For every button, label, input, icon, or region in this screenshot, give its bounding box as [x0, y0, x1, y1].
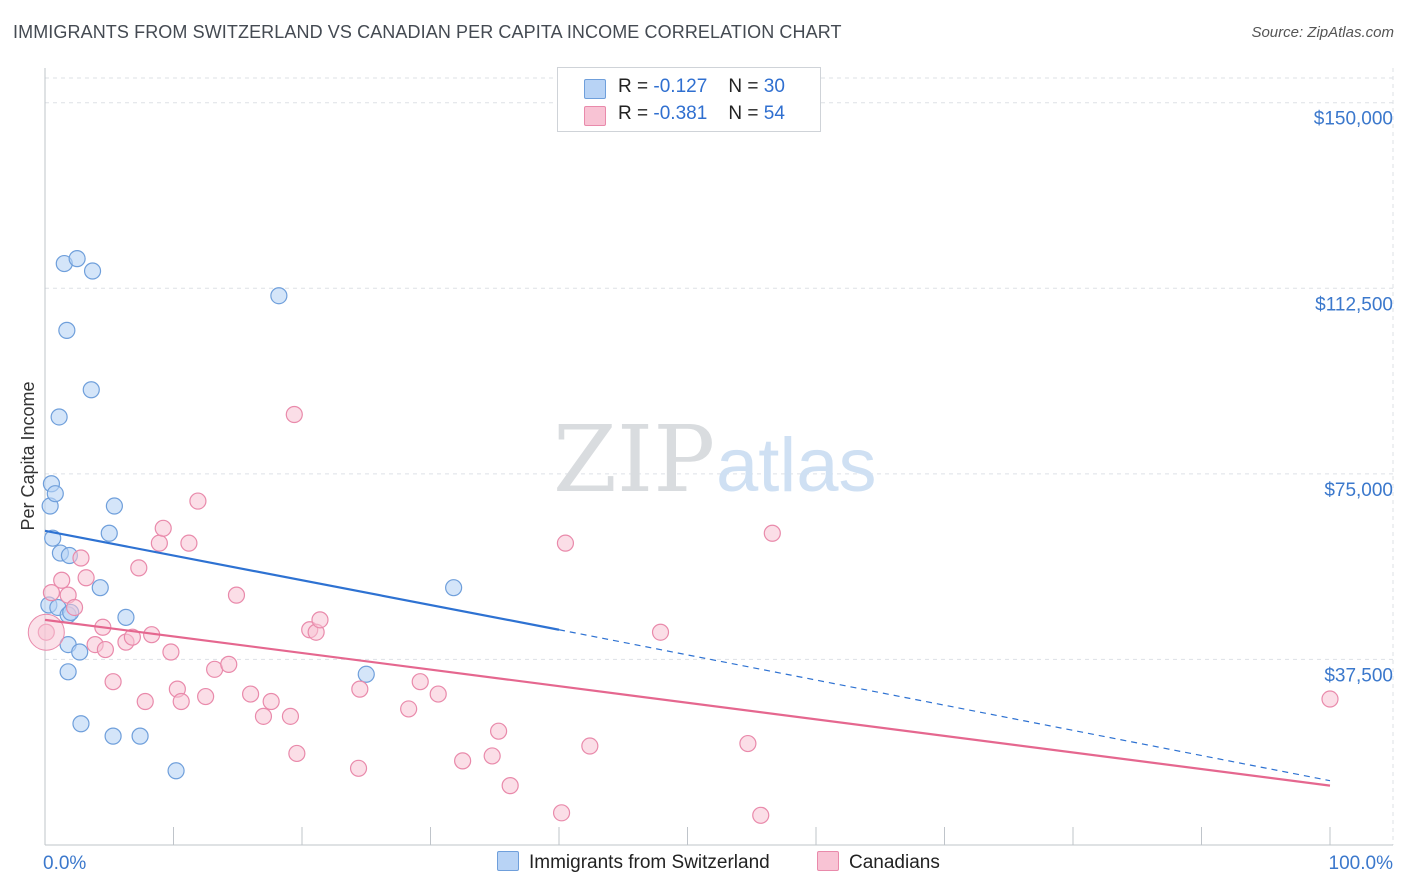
data-point-canadians	[312, 612, 328, 628]
data-point-canadians	[286, 406, 302, 422]
data-point-switzerland	[47, 486, 63, 502]
data-point-canadians	[255, 708, 271, 724]
data-point-canadians	[105, 674, 121, 690]
data-point-switzerland	[168, 763, 184, 779]
data-point-canadians	[67, 599, 83, 615]
legend-swatch-pink	[584, 106, 606, 126]
watermark-zip: ZIP	[553, 406, 715, 513]
data-point-canadians	[764, 525, 780, 541]
data-point-canadians	[455, 753, 471, 769]
legend-label: Immigrants from Switzerland	[529, 852, 770, 873]
correlation-legend: R = -0.127 N = 30 R = -0.381 N = 54	[557, 67, 821, 132]
data-point-canadians	[484, 748, 500, 764]
watermark: ZIP atlas	[553, 406, 877, 513]
legend-swatch-blue	[584, 79, 606, 99]
data-point-canadians	[181, 535, 197, 551]
data-point-canadians	[282, 708, 298, 724]
data-point-canadians	[190, 493, 206, 509]
data-point-canadians	[753, 807, 769, 823]
data-point-canadians	[131, 560, 147, 576]
legend-r-label: R =	[618, 76, 648, 97]
trend-line-switzerland-extrapolated	[559, 630, 1330, 781]
data-point-switzerland	[83, 382, 99, 398]
x-tick-label-max: 100.0%	[1329, 853, 1394, 874]
data-point-canadians	[221, 656, 237, 672]
data-point-canadians	[198, 689, 214, 705]
data-point-canadians	[228, 587, 244, 603]
data-point-canadians	[653, 624, 669, 640]
trend-line-canadians	[45, 620, 1330, 786]
data-point-switzerland	[118, 609, 134, 625]
data-point-canadians	[412, 674, 428, 690]
data-point-canadians	[73, 550, 89, 566]
legend-n-label: N =	[728, 103, 758, 124]
scatter-chart: ZIP atlas $37,500 $75,000 $112,500 $150,000…	[0, 0, 1406, 892]
data-point-canadians	[137, 693, 153, 709]
data-point-canadians	[54, 572, 70, 588]
legend-n-value: 54	[764, 103, 785, 124]
x-tick-label-min: 0.0%	[43, 853, 86, 874]
legend-n-label: N =	[728, 76, 758, 97]
legend-label: Canadians	[849, 852, 940, 873]
y-tick-label: $37,500	[1324, 665, 1393, 686]
legend-r-value: -0.127	[653, 76, 707, 97]
data-point-canadians	[554, 805, 570, 821]
data-point-canadians	[163, 644, 179, 660]
data-point-switzerland	[101, 525, 117, 541]
legend-item-switzerland[interactable]: Immigrants from Switzerland	[497, 851, 770, 874]
data-point-switzerland	[271, 288, 287, 304]
data-point-canadians	[78, 570, 94, 586]
data-point-canadians	[352, 681, 368, 697]
data-point-canadians	[289, 745, 305, 761]
data-point-switzerland	[92, 580, 108, 596]
data-point-switzerland	[105, 728, 121, 744]
legend-item-canadians[interactable]: Canadians	[817, 851, 940, 874]
data-point-switzerland	[51, 409, 67, 425]
data-point-canadians	[740, 736, 756, 752]
data-point-canadians	[155, 520, 171, 536]
legend-r-value: -0.381	[653, 103, 707, 124]
data-point-switzerland	[85, 263, 101, 279]
data-point-canadians	[97, 642, 113, 658]
data-point-canadians	[401, 701, 417, 717]
data-point-canadians	[243, 686, 259, 702]
data-point-switzerland	[446, 580, 462, 596]
data-point-switzerland	[358, 666, 374, 682]
data-point-canadians	[557, 535, 573, 551]
data-point-canadians	[502, 778, 518, 794]
legend-swatch-pink	[817, 851, 839, 871]
data-point-canadians	[1322, 691, 1338, 707]
legend-swatch-blue	[497, 851, 519, 871]
data-point-switzerland	[106, 498, 122, 514]
data-point-canadians	[430, 686, 446, 702]
data-point-switzerland	[132, 728, 148, 744]
y-tick-label: $112,500	[1315, 294, 1393, 315]
legend-r-label: R =	[618, 103, 648, 124]
data-point-switzerland	[72, 644, 88, 660]
legend-n-value: 30	[764, 76, 785, 97]
data-point-switzerland	[60, 664, 76, 680]
data-point-canadians	[582, 738, 598, 754]
trend-lines	[45, 531, 1330, 786]
data-point-canadians	[173, 693, 189, 709]
data-point-canadians	[351, 760, 367, 776]
y-axis-label: Per Capita Income	[18, 381, 38, 530]
data-point-switzerland	[69, 251, 85, 267]
watermark-atlas: atlas	[716, 423, 877, 508]
data-point-switzerland	[73, 716, 89, 732]
data-point-canadians	[151, 535, 167, 551]
data-point-switzerland	[59, 322, 75, 338]
y-tick-label: $75,000	[1324, 480, 1393, 501]
data-point-canadians	[491, 723, 507, 739]
data-point-canadians	[263, 693, 279, 709]
y-tick-label: $150,000	[1314, 109, 1393, 130]
